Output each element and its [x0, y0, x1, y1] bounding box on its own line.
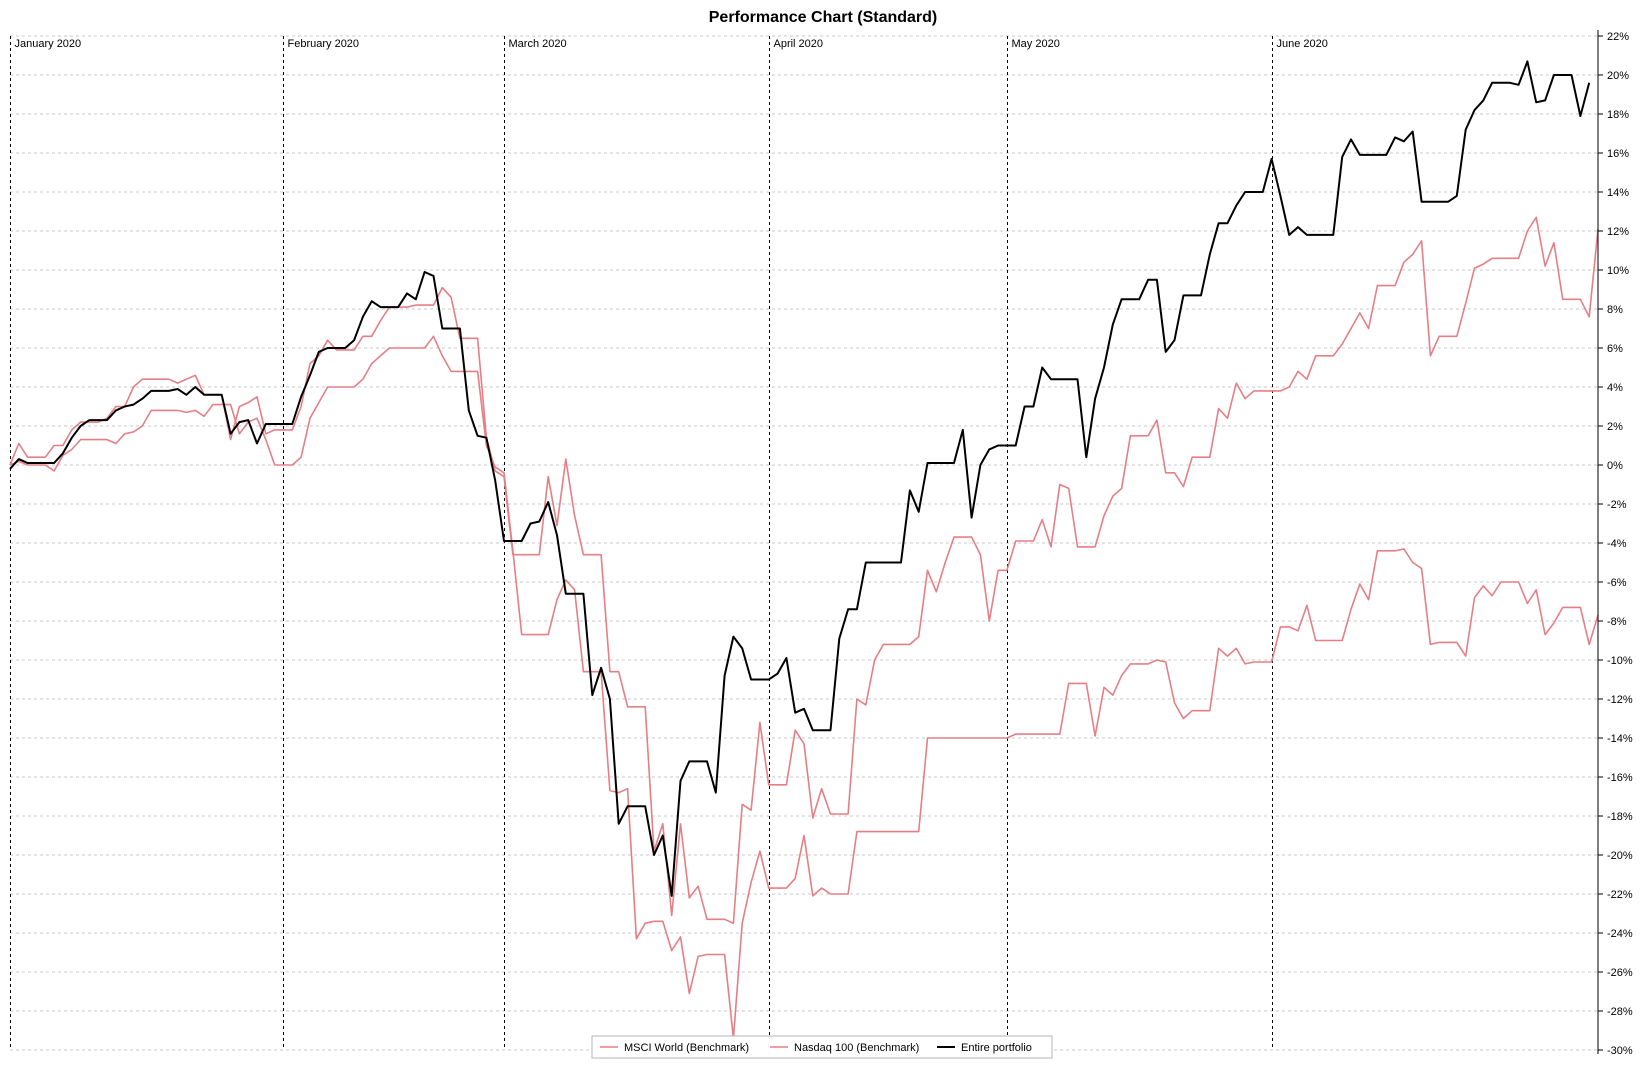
y-tick-label: 12% — [1607, 226, 1629, 238]
legend-item: Nasdaq 100 (Benchmark) — [770, 1042, 919, 1054]
legend-label: Nasdaq 100 (Benchmark) — [794, 1042, 919, 1054]
y-tick-label: 0% — [1607, 460, 1623, 472]
month-separators: January 2020 February 2020 March 2020 April… — [10, 36, 1328, 1050]
legend-item: Entire portfolio — [937, 1042, 1032, 1054]
y-axis: 22% 20% 18% 16% 14% 12% 10% 8% 6% 4% 2% 0% -2% -4% -6%… — [1597, 30, 1633, 1057]
y-tick-label: 2% — [1607, 421, 1623, 433]
y-tick-label: 8% — [1607, 304, 1623, 316]
series-line-nasdaq-100-benchmark — [9, 335, 1599, 1040]
month-label: March 2020 — [509, 38, 567, 50]
y-tick-label: -14% — [1607, 733, 1633, 745]
month-label: May 2020 — [1012, 38, 1060, 50]
month-label: February 2020 — [288, 38, 360, 50]
legend-label: Entire portfolio — [961, 1042, 1032, 1054]
series-lines — [9, 60, 1599, 1040]
y-tick-label: -8% — [1607, 616, 1627, 628]
series-line-entire-portfolio — [9, 60, 1591, 897]
y-tick-label: -2% — [1607, 499, 1627, 511]
grid-lines — [10, 35, 1598, 1051]
y-tick-label: -10% — [1607, 655, 1633, 667]
y-tick-label: 14% — [1607, 187, 1629, 199]
y-tick-label: -22% — [1607, 889, 1633, 901]
y-tick-label: 16% — [1607, 148, 1629, 160]
month-label: April 2020 — [774, 38, 824, 50]
legend-item: MSCI World (Benchmark) — [600, 1042, 749, 1054]
month-label: January 2020 — [15, 38, 82, 50]
legend-label: MSCI World (Benchmark) — [624, 1042, 749, 1054]
legend-box — [591, 1035, 1053, 1059]
y-tick-label: -12% — [1607, 694, 1633, 706]
y-tick-label: 20% — [1607, 70, 1629, 82]
y-tick-label: -16% — [1607, 772, 1633, 784]
legend: MSCI World (Benchmark) Nasdaq 100 (Benchm… — [591, 1035, 1053, 1059]
y-tick-label: -28% — [1607, 1006, 1633, 1018]
y-tick-label: -26% — [1607, 967, 1633, 979]
y-tick-label: -30% — [1607, 1045, 1633, 1057]
y-tick-label: -6% — [1607, 577, 1627, 589]
chart-title: Performance Chart (Standard) — [709, 9, 938, 26]
y-tick-label: -18% — [1607, 811, 1633, 823]
y-tick-label: 18% — [1607, 109, 1629, 121]
series-line-msci-world-benchmark — [9, 216, 1599, 925]
y-tick-label: -4% — [1607, 538, 1627, 550]
y-tick-label: 10% — [1607, 265, 1629, 277]
y-tick-label: 6% — [1607, 343, 1623, 355]
month-label: June 2020 — [1277, 38, 1328, 50]
y-tick-label: 22% — [1607, 31, 1629, 43]
y-tick-label: 4% — [1607, 382, 1623, 394]
y-tick-label: -20% — [1607, 850, 1633, 862]
y-tick-label: -24% — [1607, 928, 1633, 940]
